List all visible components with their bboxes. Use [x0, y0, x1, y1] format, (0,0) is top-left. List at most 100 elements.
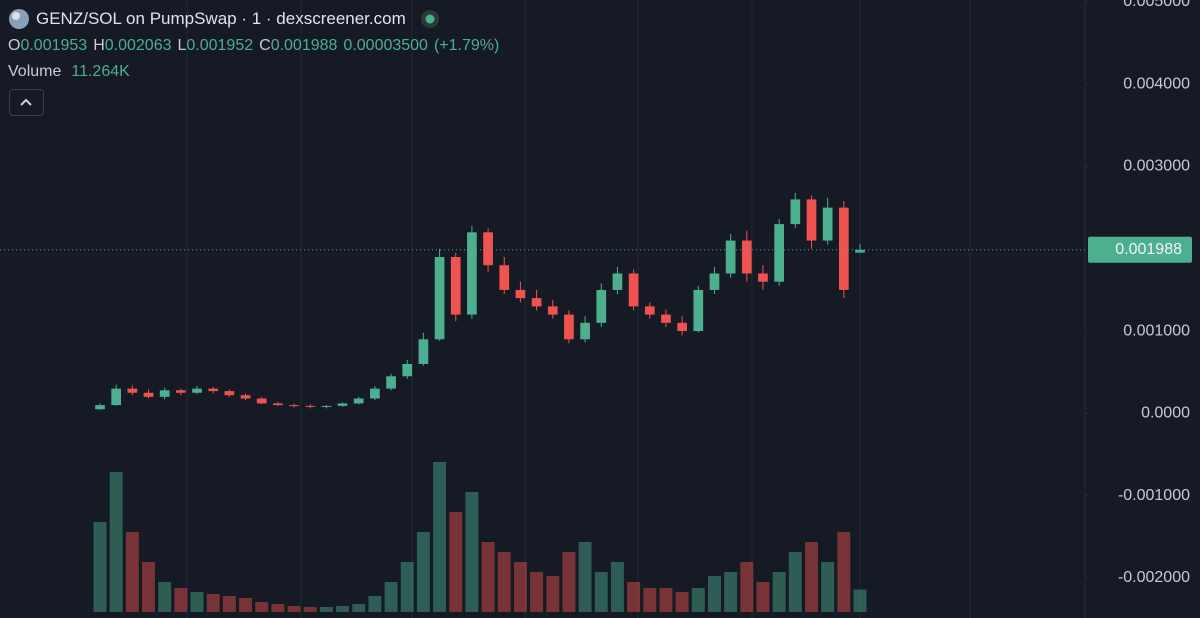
volume-bar — [352, 604, 366, 612]
candle-body — [741, 240, 752, 274]
candle-body — [483, 232, 493, 266]
volume-bar — [109, 472, 123, 612]
ohlc-row: O0.001953 H0.002063 L0.001952 C0.001988 0.00… — [8, 37, 505, 55]
token-icon — [9, 9, 29, 29]
candle-body — [564, 314, 574, 340]
candle-body — [644, 306, 655, 315]
volume-bar — [497, 552, 511, 612]
volume-bar — [788, 552, 802, 612]
volume-bar — [756, 582, 770, 612]
candle-body — [677, 322, 687, 332]
vertical-grid — [186, 0, 971, 618]
candle-body — [289, 405, 299, 407]
candle-body — [224, 391, 235, 396]
volume-bar — [222, 596, 236, 612]
status-dot — [420, 10, 439, 28]
volume-bar — [368, 596, 382, 612]
volume-bar — [465, 492, 479, 612]
candle-body — [855, 249, 865, 253]
candle-body — [693, 289, 704, 332]
volume-bar — [708, 576, 721, 612]
candle-body — [596, 289, 607, 323]
volume-bar — [142, 562, 155, 612]
chevron-icon — [20, 98, 32, 106]
volume-bar — [239, 598, 252, 612]
volume-bar — [303, 607, 317, 612]
volume-bar — [821, 562, 835, 612]
y-tick-label: 0.001000 — [1123, 322, 1190, 339]
header-title-row: GENZ/SOL on PumpSwap · 1 · dexscreener.c… — [8, 8, 440, 30]
ohlc-value: 0.001953 — [20, 37, 88, 54]
volume-bar — [675, 592, 689, 612]
volume-bar — [400, 562, 414, 612]
candle-body — [143, 392, 154, 397]
volume-bar — [255, 602, 269, 612]
volume-bar — [772, 572, 786, 612]
candle-body — [838, 207, 849, 290]
candle-body — [402, 363, 413, 377]
volume-bar — [206, 594, 220, 612]
candle-body — [273, 403, 283, 406]
volume-bar — [158, 582, 172, 612]
ohlc-value: 0.001988 — [270, 37, 338, 54]
candle-body — [758, 273, 768, 282]
candle-body — [337, 403, 348, 406]
volume-bar — [287, 606, 301, 612]
candle-body — [709, 273, 720, 290]
y-tick-label: -0.002000 — [1118, 569, 1190, 586]
volume-bar — [594, 572, 608, 612]
last-price-box — [1088, 236, 1192, 263]
candle-body — [467, 232, 477, 315]
candle-body — [176, 390, 186, 393]
candle-body — [806, 199, 817, 241]
candle-body — [95, 405, 105, 410]
y-tick-label: 0.005000 — [1123, 0, 1190, 10]
volume-bar — [853, 589, 867, 612]
volume-bar — [643, 588, 657, 612]
volume-bar — [530, 572, 544, 612]
volume-bar — [724, 572, 738, 612]
y-tick-label: 0.0000 — [1141, 405, 1190, 422]
candle-body — [531, 298, 542, 307]
volume-bar — [610, 562, 624, 612]
volume-bar — [433, 462, 447, 612]
volume-bar — [659, 588, 673, 612]
volume-bar — [449, 512, 463, 612]
volume-bar — [319, 607, 333, 612]
y-tick-label: -0.001000 — [1118, 487, 1190, 504]
volume-bar — [562, 552, 576, 612]
candle-body — [353, 398, 364, 404]
candle-body — [370, 388, 380, 399]
volume-bar — [271, 604, 285, 612]
candle-body — [159, 390, 170, 397]
collapse-button[interactable] — [9, 89, 44, 116]
volume-value: 11.264K — [71, 63, 130, 80]
y-tick-label: 0.004000 — [1123, 75, 1190, 92]
volume-bar — [546, 576, 560, 612]
volume-bar — [384, 582, 398, 612]
change-pct: (+1.79%) — [433, 37, 500, 54]
title: GENZ/SOL on PumpSwap · 1 · dexscreener.c… — [36, 9, 406, 28]
candle-body — [386, 376, 396, 389]
candle-body — [790, 199, 801, 225]
candle-body — [580, 322, 590, 340]
volume-bar — [416, 532, 430, 612]
candle-body — [434, 257, 445, 340]
candle-body — [418, 339, 429, 364]
candle-body — [499, 265, 510, 290]
volume-bar — [513, 562, 527, 612]
candle-body — [661, 314, 671, 323]
candle-body — [612, 273, 623, 290]
volume-bar — [740, 562, 754, 612]
volume-bar — [627, 582, 641, 612]
volume-bar — [125, 532, 139, 612]
volume-bar — [481, 542, 495, 612]
candle-body — [515, 289, 526, 299]
candle-body — [725, 240, 736, 274]
volume-bar — [578, 542, 592, 612]
volume-bar — [336, 606, 350, 612]
ohlc-key: O — [8, 37, 21, 54]
candle-body — [450, 257, 461, 315]
